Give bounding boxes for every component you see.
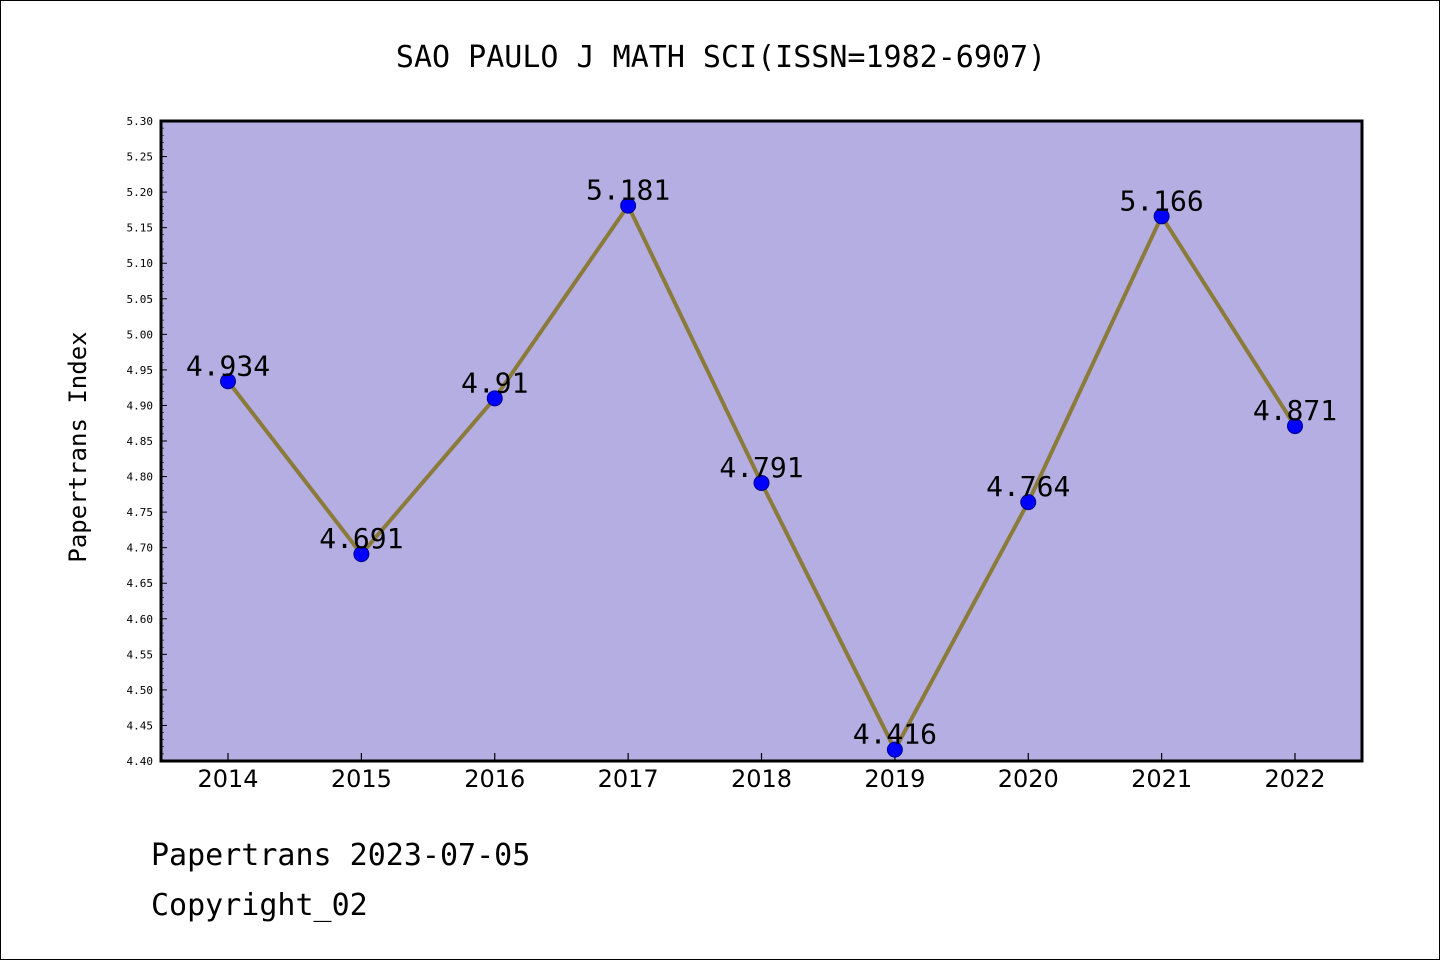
x-tick-label: 2019: [864, 765, 925, 793]
x-tick-label: 2022: [1264, 765, 1325, 793]
y-tick-label: 5.10: [127, 257, 154, 270]
x-tick-label: 2014: [197, 765, 258, 793]
data-label: 5.181: [586, 174, 670, 207]
y-tick-label: 5.30: [127, 115, 154, 128]
plot-area: [159, 119, 1364, 763]
data-point: [886, 741, 903, 758]
data-point: [486, 390, 503, 407]
data-point: [753, 474, 770, 491]
y-tick-label: 4.50: [127, 684, 154, 697]
y-axis: 4.40 4.45 4.50 4.55 4.60 4.65 4.70 4.75 4.80 4.85…: [127, 115, 167, 768]
y-tick-label: 4.55: [127, 648, 154, 661]
data-label: 4.416: [853, 718, 937, 751]
y-tick-label: 5.15: [127, 222, 154, 235]
y-tick-label: 4.95: [127, 364, 154, 377]
data-point: [220, 373, 236, 390]
y-tick-label: 5.00: [127, 328, 154, 341]
data-label: 4.871: [1253, 394, 1337, 427]
y-tick-label: 4.70: [127, 542, 154, 555]
y-axis-label: Papertrans Index: [64, 331, 92, 562]
data-label: 4.934: [186, 349, 270, 382]
footer-date: Papertrans 2023-07-05: [151, 838, 530, 873]
y-tick-label: 5.05: [127, 293, 154, 306]
x-tick-label: 2015: [331, 765, 392, 793]
chart-title: SAO PAULO J MATH SCI(ISSN=1982-6907): [396, 40, 1046, 75]
y-tick-label: 5.20: [127, 186, 154, 199]
data-label: 4.691: [319, 522, 403, 555]
x-tick-label: 2020: [998, 765, 1059, 793]
y-tick-label: 4.40: [127, 755, 154, 768]
data-point: [1153, 208, 1170, 225]
data-point: [353, 546, 370, 563]
y-tick-label: 4.85: [127, 435, 154, 448]
x-tick-label: 2017: [598, 765, 659, 793]
x-tick-label: 2016: [464, 765, 525, 793]
x-tick-label: 2018: [731, 765, 792, 793]
y-tick-label: 4.80: [127, 471, 154, 484]
y-tick-label: 4.65: [127, 577, 154, 590]
data-point: [620, 197, 637, 214]
y-tick-label: 5.25: [127, 151, 154, 164]
data-point: [1020, 494, 1037, 511]
data-label: 4.764: [986, 470, 1070, 503]
y-tick-label: 4.90: [127, 399, 154, 412]
data-point: [1287, 418, 1303, 435]
series-group: 4.934 4.691 4.91 5.181 4.791 4.416 4.764 5.166 4…: [186, 174, 1337, 758]
data-label: 4.91: [461, 366, 528, 399]
y-tick-label: 4.60: [127, 613, 154, 626]
y-tick-label: 4.45: [127, 719, 154, 732]
footer-copyright: Copyright_02: [151, 888, 368, 923]
x-axis: 2014 2015 2016 2017 2018 2019 2020 2021 2022: [197, 753, 1326, 793]
data-label: 4.791: [719, 451, 803, 484]
y-tick-label: 4.75: [127, 506, 154, 519]
x-tick-label: 2021: [1131, 765, 1192, 793]
data-label: 5.166: [1119, 184, 1203, 217]
